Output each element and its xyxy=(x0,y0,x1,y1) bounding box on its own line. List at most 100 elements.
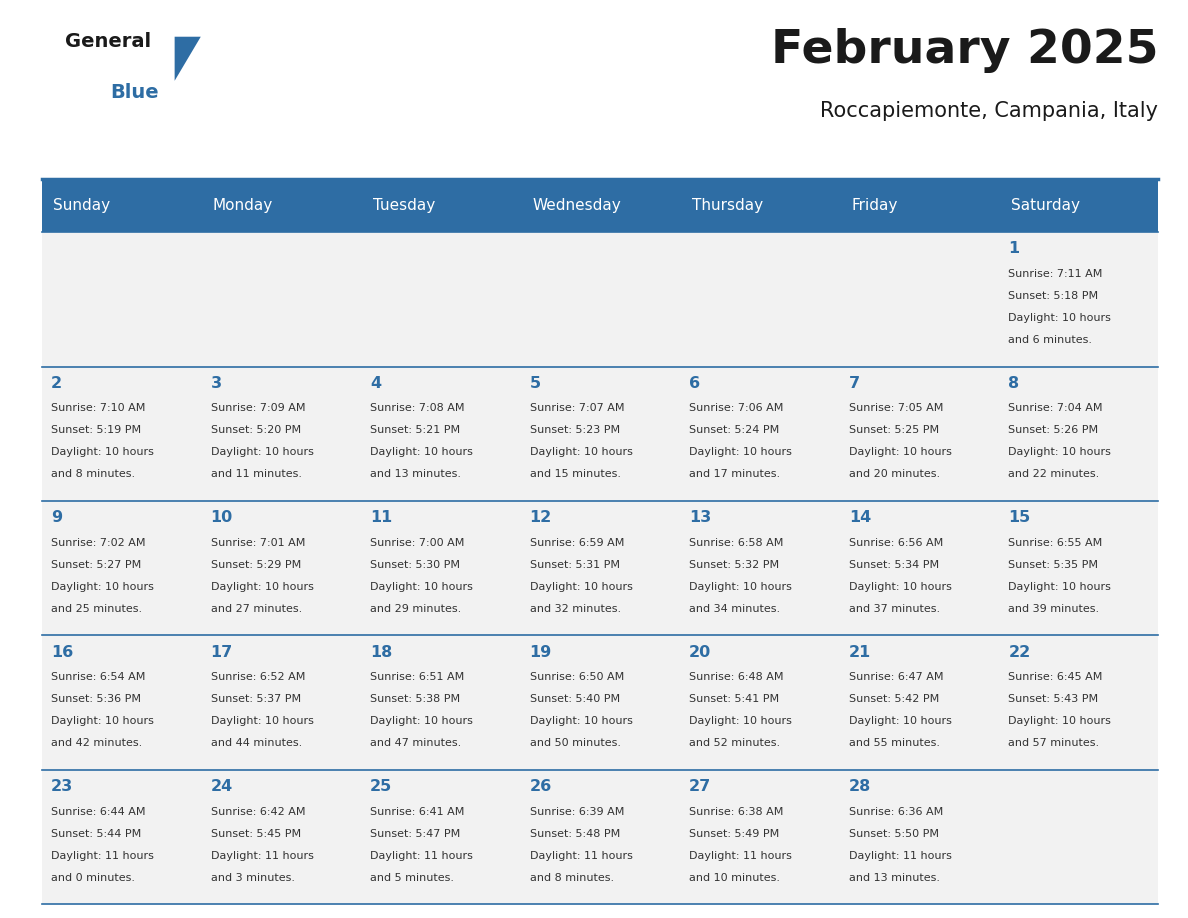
Text: Sunset: 5:34 PM: Sunset: 5:34 PM xyxy=(848,560,939,570)
Bar xyxy=(520,232,680,366)
Bar xyxy=(839,770,999,904)
Text: Sunset: 5:36 PM: Sunset: 5:36 PM xyxy=(51,694,141,704)
Text: Sunrise: 6:47 AM: Sunrise: 6:47 AM xyxy=(848,672,943,682)
Text: 3: 3 xyxy=(210,375,222,391)
Text: and 34 minutes.: and 34 minutes. xyxy=(689,604,781,614)
Bar xyxy=(839,501,999,635)
Text: 23: 23 xyxy=(51,779,74,794)
Text: Sunset: 5:23 PM: Sunset: 5:23 PM xyxy=(530,425,620,435)
Text: and 10 minutes.: and 10 minutes. xyxy=(689,873,781,882)
Bar xyxy=(201,635,361,770)
Text: 22: 22 xyxy=(1009,644,1030,660)
Bar xyxy=(361,232,520,366)
Text: 5: 5 xyxy=(530,375,541,391)
Bar xyxy=(520,366,680,501)
Text: 6: 6 xyxy=(689,375,701,391)
Text: Sunrise: 6:55 AM: Sunrise: 6:55 AM xyxy=(1009,538,1102,548)
Text: Daylight: 10 hours: Daylight: 10 hours xyxy=(51,582,154,592)
Text: Sunset: 5:41 PM: Sunset: 5:41 PM xyxy=(689,694,779,704)
Text: Sunrise: 7:01 AM: Sunrise: 7:01 AM xyxy=(210,538,305,548)
Text: and 0 minutes.: and 0 minutes. xyxy=(51,873,135,882)
Text: and 42 minutes.: and 42 minutes. xyxy=(51,738,143,748)
Bar xyxy=(680,366,839,501)
Text: Sunrise: 6:54 AM: Sunrise: 6:54 AM xyxy=(51,672,145,682)
Text: and 3 minutes.: and 3 minutes. xyxy=(210,873,295,882)
Text: 28: 28 xyxy=(848,779,871,794)
Text: Daylight: 10 hours: Daylight: 10 hours xyxy=(848,716,952,726)
Text: Daylight: 10 hours: Daylight: 10 hours xyxy=(689,447,792,457)
Text: Daylight: 10 hours: Daylight: 10 hours xyxy=(1009,447,1111,457)
Text: Tuesday: Tuesday xyxy=(373,198,435,213)
Text: Sunset: 5:47 PM: Sunset: 5:47 PM xyxy=(371,829,461,838)
Text: Daylight: 10 hours: Daylight: 10 hours xyxy=(848,447,952,457)
Text: Roccapiemonte, Campania, Italy: Roccapiemonte, Campania, Italy xyxy=(820,101,1158,121)
Text: Daylight: 10 hours: Daylight: 10 hours xyxy=(1009,716,1111,726)
Polygon shape xyxy=(175,37,201,81)
Text: 17: 17 xyxy=(210,644,233,660)
Bar xyxy=(520,635,680,770)
Text: 11: 11 xyxy=(371,510,392,525)
Text: Sunset: 5:49 PM: Sunset: 5:49 PM xyxy=(689,829,779,838)
Text: Daylight: 10 hours: Daylight: 10 hours xyxy=(210,582,314,592)
Bar xyxy=(42,635,201,770)
Text: and 11 minutes.: and 11 minutes. xyxy=(210,469,302,479)
Text: Sunrise: 6:52 AM: Sunrise: 6:52 AM xyxy=(210,672,305,682)
Text: Sunrise: 7:08 AM: Sunrise: 7:08 AM xyxy=(371,403,465,413)
Text: Daylight: 10 hours: Daylight: 10 hours xyxy=(689,716,792,726)
Bar xyxy=(680,770,839,904)
Bar xyxy=(201,232,361,366)
Text: and 39 minutes.: and 39 minutes. xyxy=(1009,604,1099,614)
Text: Daylight: 11 hours: Daylight: 11 hours xyxy=(371,851,473,860)
Text: 16: 16 xyxy=(51,644,74,660)
Text: Sunset: 5:29 PM: Sunset: 5:29 PM xyxy=(210,560,301,570)
Text: and 6 minutes.: and 6 minutes. xyxy=(1009,335,1092,345)
Text: Blue: Blue xyxy=(110,83,159,102)
Bar xyxy=(999,501,1158,635)
Text: Sunset: 5:43 PM: Sunset: 5:43 PM xyxy=(1009,694,1099,704)
Text: Sunset: 5:40 PM: Sunset: 5:40 PM xyxy=(530,694,620,704)
Text: and 57 minutes.: and 57 minutes. xyxy=(1009,738,1099,748)
Text: 25: 25 xyxy=(371,779,392,794)
Text: Daylight: 10 hours: Daylight: 10 hours xyxy=(530,447,632,457)
Text: Thursday: Thursday xyxy=(691,198,763,213)
Text: Sunrise: 7:00 AM: Sunrise: 7:00 AM xyxy=(371,538,465,548)
Bar xyxy=(42,770,201,904)
Text: 1: 1 xyxy=(1009,241,1019,256)
Text: Sunrise: 7:09 AM: Sunrise: 7:09 AM xyxy=(210,403,305,413)
Text: Sunrise: 6:38 AM: Sunrise: 6:38 AM xyxy=(689,807,784,816)
Bar xyxy=(839,366,999,501)
Text: Sunset: 5:18 PM: Sunset: 5:18 PM xyxy=(1009,291,1099,301)
Text: Sunrise: 6:58 AM: Sunrise: 6:58 AM xyxy=(689,538,784,548)
Text: Sunset: 5:48 PM: Sunset: 5:48 PM xyxy=(530,829,620,838)
Text: 14: 14 xyxy=(848,510,871,525)
Text: Daylight: 10 hours: Daylight: 10 hours xyxy=(1009,313,1111,323)
Text: Daylight: 10 hours: Daylight: 10 hours xyxy=(371,582,473,592)
Text: Daylight: 10 hours: Daylight: 10 hours xyxy=(689,582,792,592)
Text: Daylight: 11 hours: Daylight: 11 hours xyxy=(51,851,154,860)
Text: Daylight: 10 hours: Daylight: 10 hours xyxy=(210,447,314,457)
Text: and 44 minutes.: and 44 minutes. xyxy=(210,738,302,748)
Text: and 25 minutes.: and 25 minutes. xyxy=(51,604,143,614)
Bar xyxy=(42,501,201,635)
Text: and 13 minutes.: and 13 minutes. xyxy=(848,873,940,882)
Text: Sunday: Sunday xyxy=(53,198,110,213)
Text: Daylight: 10 hours: Daylight: 10 hours xyxy=(210,716,314,726)
Text: 24: 24 xyxy=(210,779,233,794)
Bar xyxy=(839,635,999,770)
Text: Sunrise: 6:41 AM: Sunrise: 6:41 AM xyxy=(371,807,465,816)
Bar xyxy=(839,232,999,366)
Text: Sunrise: 7:07 AM: Sunrise: 7:07 AM xyxy=(530,403,624,413)
Bar xyxy=(999,232,1158,366)
Text: Sunrise: 7:02 AM: Sunrise: 7:02 AM xyxy=(51,538,146,548)
Text: Daylight: 10 hours: Daylight: 10 hours xyxy=(51,716,154,726)
Text: Daylight: 10 hours: Daylight: 10 hours xyxy=(371,716,473,726)
Text: and 32 minutes.: and 32 minutes. xyxy=(530,604,621,614)
Bar xyxy=(42,179,1158,232)
Text: 8: 8 xyxy=(1009,375,1019,391)
Text: 21: 21 xyxy=(848,644,871,660)
Text: Sunrise: 6:45 AM: Sunrise: 6:45 AM xyxy=(1009,672,1102,682)
Text: February 2025: February 2025 xyxy=(771,28,1158,73)
Text: Daylight: 10 hours: Daylight: 10 hours xyxy=(371,447,473,457)
Text: and 17 minutes.: and 17 minutes. xyxy=(689,469,781,479)
Text: Daylight: 10 hours: Daylight: 10 hours xyxy=(1009,582,1111,592)
